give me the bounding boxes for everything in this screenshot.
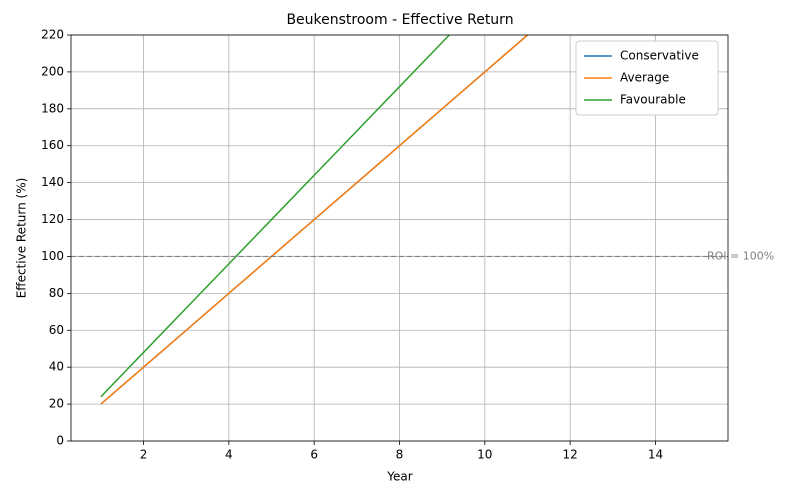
y-tick-label: 60: [49, 323, 64, 337]
x-tick-label: 12: [563, 448, 578, 462]
x-tick-label: 6: [310, 448, 318, 462]
y-tick-label: 200: [41, 64, 64, 78]
legend-label: Favourable: [620, 93, 686, 107]
series-line: [100, 35, 529, 405]
reference-label: ROI = 100%: [707, 249, 774, 262]
chart-title: Beukenstroom - Effective Return: [286, 12, 513, 28]
y-tick-label: 140: [41, 175, 64, 189]
plot-area: [71, 35, 728, 405]
labels: 0 20 40 60 80 100 120 140 160 180 200 220 2 4 6 8 10 12 14…: [41, 28, 774, 462]
y-tick-label: 0: [56, 434, 64, 448]
x-tick-label: 8: [396, 448, 404, 462]
x-axis-label: Year: [386, 470, 412, 484]
x-tick-label: 14: [648, 448, 663, 462]
x-tick-label: 2: [140, 448, 148, 462]
legend-box: [575, 40, 719, 116]
y-tick-label: 40: [49, 360, 64, 374]
y-tick-label: 120: [41, 212, 64, 226]
y-tick-label: 180: [41, 101, 64, 115]
series-line: [100, 35, 451, 398]
y-tick-label: 100: [41, 249, 64, 263]
x-tick-label: 10: [477, 448, 492, 462]
y-tick-label: 160: [41, 138, 64, 152]
y-tick-label: 220: [41, 28, 64, 42]
y-tick-label: 20: [49, 397, 64, 411]
legend-label: Average: [620, 71, 669, 85]
legend-label: Conservative: [620, 49, 699, 63]
y-axis-label: Effective Return (%): [15, 178, 29, 299]
y-tick-label: 80: [49, 286, 64, 300]
x-tick-label: 4: [225, 448, 233, 462]
